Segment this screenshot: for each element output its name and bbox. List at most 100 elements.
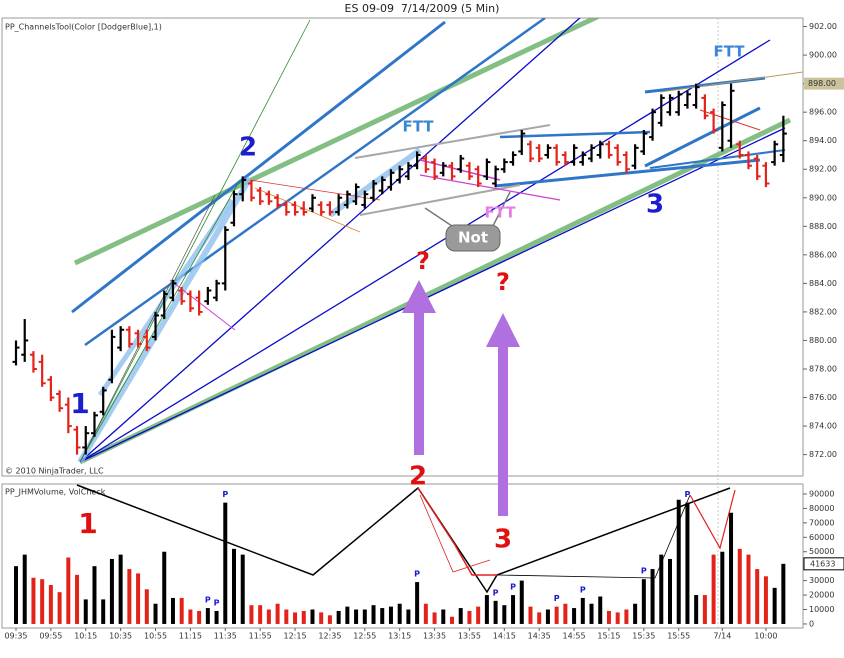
channel-line <box>254 187 361 233</box>
volume-bar <box>676 499 681 624</box>
y-tick-label: 70000 <box>809 518 834 527</box>
volume-bar <box>354 609 359 624</box>
volume-bar <box>109 558 114 624</box>
volume-bar <box>772 587 777 624</box>
indicator-label: PP_JHMVolume, VolCheck <box>5 488 106 497</box>
volume-bar <box>598 596 603 624</box>
volume-bar <box>336 610 341 624</box>
volume-bar <box>720 551 725 624</box>
price-bars <box>12 83 787 455</box>
volume-bar <box>57 592 62 624</box>
channel-line <box>79 18 581 463</box>
channel-line <box>354 124 551 159</box>
y-tick-label: 10000 <box>809 605 834 614</box>
x-tick-label: 15:35 <box>632 632 655 641</box>
y-tick-label: 892.00 <box>809 165 837 174</box>
y-tick-label: 902.00 <box>809 22 837 31</box>
x-tick-label: 7/14 <box>713 632 731 641</box>
volume-bar <box>144 589 149 624</box>
channel-line <box>79 19 311 463</box>
volume-bar <box>763 576 768 624</box>
volume-bar <box>310 609 315 624</box>
overlay <box>402 191 520 516</box>
channel-line <box>249 179 381 201</box>
volume-bar <box>179 597 184 624</box>
volume-bar <box>668 558 672 624</box>
volume-bar <box>66 557 71 624</box>
y-tick-label: 884.00 <box>809 279 837 288</box>
volume-bar <box>75 574 80 624</box>
volume-bar <box>502 605 507 624</box>
channel-drawings <box>71 18 803 465</box>
annotation: 2 <box>239 133 257 163</box>
last-value-box <box>803 557 844 571</box>
volume-bar <box>293 612 298 624</box>
volume-bar <box>476 606 481 624</box>
volume-bar <box>450 616 454 624</box>
volume-bar <box>554 606 559 624</box>
trend-line <box>689 489 736 550</box>
volume-bar <box>188 609 193 624</box>
volume-marker: P <box>414 570 420 579</box>
channel-line <box>71 20 446 314</box>
volume-bar <box>397 603 402 624</box>
volume-bar <box>319 612 324 624</box>
volume-bar <box>266 609 271 624</box>
volume-bar <box>118 554 123 624</box>
y-tick-label: 20000 <box>809 591 834 600</box>
channel-line <box>84 18 546 347</box>
channel-line <box>78 117 792 465</box>
annotation: 1 <box>78 507 97 540</box>
volume-bar <box>345 606 350 624</box>
volume-bar <box>633 603 638 624</box>
volume-bar <box>694 595 699 624</box>
channel-line <box>494 158 761 188</box>
trend-line <box>419 494 491 573</box>
volume-bar <box>737 548 742 624</box>
x-tick-label: 12:15 <box>284 632 307 641</box>
chart-title: ES 09-09 7/14/2009 (5 Min) <box>345 2 500 15</box>
channel-line <box>77 176 253 464</box>
volume-bar <box>14 566 18 624</box>
volume-bar <box>31 577 36 624</box>
arrow-shaft <box>498 346 508 516</box>
volume-marker: P <box>510 583 516 592</box>
volume-bar <box>275 603 280 624</box>
x-tick-label: 10:00 <box>754 632 777 641</box>
x-tick-label: 13:15 <box>388 632 411 641</box>
volume-bar <box>101 599 106 624</box>
annotation: ? <box>416 247 430 275</box>
volume-bar <box>519 580 524 624</box>
y-tick-label: 880.00 <box>809 336 837 345</box>
volume-bar <box>22 554 27 624</box>
price-panel <box>1 17 804 477</box>
annotation: 3 <box>494 525 512 555</box>
x-tick-label: 14:15 <box>493 632 516 641</box>
x-tick-label: 12:55 <box>353 632 376 641</box>
x-tick-label: 10:15 <box>74 632 97 641</box>
volume-bar <box>388 606 393 624</box>
volume-bar <box>641 579 646 624</box>
copyright: © 2010 NinjaTrader, LLC <box>5 467 104 476</box>
volume-bar <box>659 554 664 624</box>
volume-bar <box>458 608 463 624</box>
volume-bar <box>467 610 472 624</box>
x-tick-label: 09:35 <box>4 632 27 641</box>
volume-bar <box>563 603 568 624</box>
volume-bar <box>711 554 716 624</box>
channel-line <box>79 194 216 463</box>
y-tick-label: 900.00 <box>809 51 837 60</box>
volume-bar <box>572 608 577 624</box>
volume-bar <box>406 609 411 624</box>
price-marker-label: 898.00 <box>808 79 836 88</box>
volume-bar <box>746 554 751 624</box>
channel-line <box>419 174 561 201</box>
volume-marker: P <box>205 596 211 605</box>
y-tick-label: 90000 <box>809 489 834 498</box>
channel-line <box>79 179 241 463</box>
volume-bar <box>528 606 533 624</box>
volume-bar <box>650 569 655 624</box>
y-tick-label: 874.00 <box>809 422 837 431</box>
callout-pointer <box>491 191 511 229</box>
